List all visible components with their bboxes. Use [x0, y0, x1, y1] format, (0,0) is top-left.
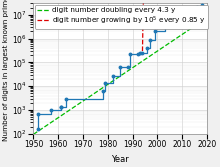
digit number doubling every 4.3 y	[53, 119, 56, 121]
digit number doubling every 4.3 y	[157, 49, 160, 51]
digit number doubling every 4.3 y	[205, 17, 208, 19]
Legend: digit number doubling every 4.3 y, digit number growing by $10^5$ every 0.85 y: digit number doubling every 4.3 y, digit…	[35, 5, 208, 29]
digit number doubling every 4.3 y	[101, 87, 103, 89]
digit number doubling every 4.3 y	[89, 95, 91, 97]
Y-axis label: Number of digits in largest known prime: Number of digits in largest known prime	[4, 0, 9, 141]
Line: digit number growing by $10^5$ every 0.85 y: digit number growing by $10^5$ every 0.8…	[143, 0, 207, 51]
X-axis label: Year: Year	[111, 154, 129, 163]
digit number doubling every 4.3 y	[32, 133, 35, 135]
digit number doubling every 4.3 y	[158, 49, 161, 51]
digit number doubling every 4.3 y	[141, 60, 144, 62]
Line: digit number doubling every 4.3 y: digit number doubling every 4.3 y	[33, 18, 207, 134]
digit number growing by $10^5$ every 0.85 y	[141, 50, 144, 52]
